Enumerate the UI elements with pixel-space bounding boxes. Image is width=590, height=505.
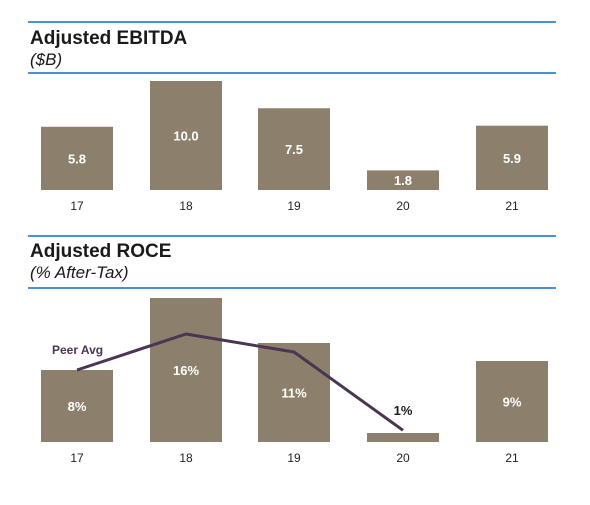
ebitda-value-label-20: 1.8 [394, 173, 412, 188]
ebitda-value-label-17: 5.8 [68, 151, 86, 166]
roce-bar-18 [150, 298, 222, 442]
roce-subtitle: (% After-Tax) [30, 263, 129, 282]
roce-chart: Adjusted ROCE (% After-Tax) 8% 17 16% 18 11%… [0, 230, 590, 505]
roce-bar-21 [476, 361, 548, 442]
roce-tick-label-18: 18 [179, 451, 193, 465]
roce-tick-label-21: 21 [505, 451, 519, 465]
ebitda-bar-17 [41, 126, 113, 190]
roce-bar-19 [258, 343, 330, 442]
ebitda-top-rule [28, 21, 556, 23]
ebitda-bottom-rule [28, 72, 556, 74]
roce-bottom-rule [28, 287, 556, 289]
roce-bar-plot: 8% 17 16% 18 11% 19 1% 20 9% 21 Peer Avg [41, 298, 548, 465]
roce-tick-label-20: 20 [396, 451, 410, 465]
ebitda-tick-label-17: 17 [70, 199, 84, 213]
ebitda-chart: Adjusted EBITDA ($B) 5.8 17 10.0 18 7.5 19 1.8… [0, 0, 590, 230]
roce-bar-20 [367, 433, 439, 442]
ebitda-value-label-18: 10.0 [173, 129, 198, 144]
roce-peer-avg-line [76, 332, 404, 432]
ebitda-value-label-19: 7.5 [285, 142, 303, 157]
roce-value-label-21: 9% [503, 395, 522, 410]
roce-value-label-20: 1% [394, 403, 413, 418]
ebitda-tick-label-19: 19 [287, 199, 301, 213]
ebitda-tick-label-20: 20 [396, 199, 410, 213]
roce-top-rule [28, 235, 556, 237]
roce-value-label-17: 8% [68, 399, 87, 414]
ebitda-value-label-21: 5.9 [503, 151, 521, 166]
roce-tick-label-17: 17 [70, 451, 84, 465]
roce-tick-label-19: 19 [287, 451, 301, 465]
roce-value-label-19: 11% [281, 386, 307, 401]
roce-title: Adjusted ROCE [30, 241, 172, 262]
ebitda-bar-18 [150, 81, 222, 190]
ebitda-title: Adjusted EBITDA [30, 28, 188, 49]
ebitda-bar-19 [258, 108, 330, 190]
ebitda-bar-20 [367, 170, 439, 190]
ebitda-subtitle: ($B) [30, 50, 63, 69]
ebitda-tick-label-18: 18 [179, 199, 193, 213]
ebitda-tick-label-21: 21 [505, 199, 519, 213]
roce-peer-avg-label: Peer Avg [52, 343, 103, 357]
ebitda-bar-21 [476, 125, 548, 190]
roce-bar-17 [41, 370, 113, 442]
roce-value-label-18: 16% [173, 363, 199, 378]
ebitda-bar-plot: 5.8 17 10.0 18 7.5 19 1.8 20 5.9 21 [41, 81, 548, 213]
